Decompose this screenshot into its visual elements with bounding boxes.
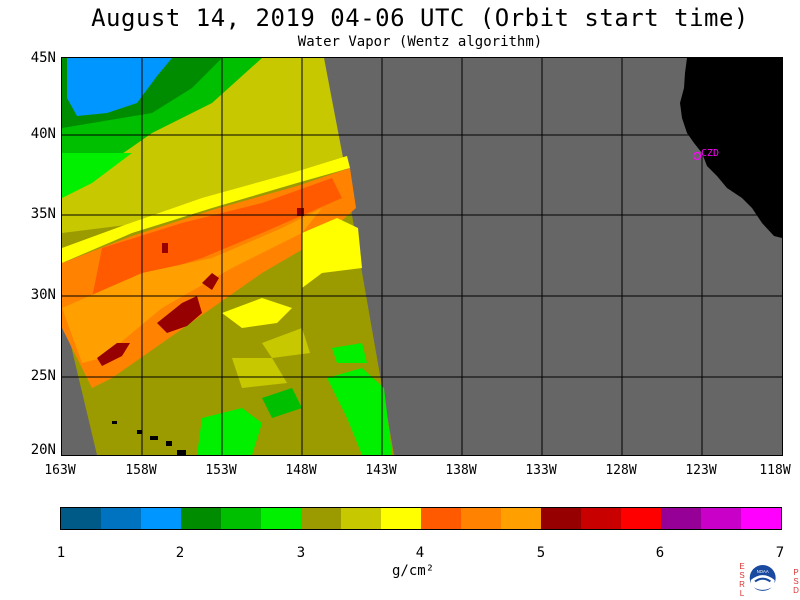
lon-label-163w: 163W xyxy=(44,463,76,478)
station-marker xyxy=(692,151,702,161)
colorbar-tick-5: 5 xyxy=(536,545,546,561)
colorbar-swatch xyxy=(261,508,301,529)
colorbar-swatch xyxy=(661,508,701,529)
lon-label-143w: 143W xyxy=(365,463,397,478)
hawaii-islands xyxy=(112,421,186,455)
lon-label-148w: 148W xyxy=(285,463,317,478)
colorbar-swatch xyxy=(141,508,181,529)
station-label: CZD xyxy=(701,148,719,159)
page-subtitle: Water Vapor (Wentz algorithm) xyxy=(297,34,543,50)
colorbar-tick-2: 2 xyxy=(175,545,185,561)
lat-label-35n: 35N xyxy=(30,206,56,222)
colorbar-swatch xyxy=(181,508,221,529)
swath xyxy=(62,58,394,455)
colorbar-tick-1: 1 xyxy=(56,545,66,561)
colorbar-tick-6: 6 xyxy=(655,545,665,561)
noaa-logo: NOAA xyxy=(749,564,777,592)
colorbar-swatch xyxy=(461,508,501,529)
colorbar-swatch xyxy=(381,508,421,529)
lat-label-25n: 25N xyxy=(30,368,56,384)
lat-label-20n: 20N xyxy=(30,442,56,458)
lon-label-118w: 118W xyxy=(759,463,791,478)
colorbar-swatch xyxy=(341,508,381,529)
colorbar-swatch xyxy=(301,508,341,529)
colorbar-swatch xyxy=(741,508,781,529)
lon-label-128w: 128W xyxy=(605,463,637,478)
colorbar-swatch xyxy=(221,508,261,529)
lon-label-123w: 123W xyxy=(685,463,717,478)
colorbar-tick-7: 7 xyxy=(775,545,785,561)
lon-label-133w: 133W xyxy=(525,463,557,478)
lon-label-138w: 138W xyxy=(445,463,477,478)
grid-lines xyxy=(62,58,782,455)
lat-label-45n: 45N xyxy=(30,50,56,66)
colorbar-swatch xyxy=(701,508,741,529)
colorbar-swatch xyxy=(501,508,541,529)
colorbar-swatch xyxy=(541,508,581,529)
page-title: August 14, 2019 04-06 UTC (Orbit start t… xyxy=(91,4,749,32)
svg-text:NOAA: NOAA xyxy=(757,569,769,574)
land-mass xyxy=(680,58,782,238)
colorbar-swatch xyxy=(581,508,621,529)
colorbar-swatch xyxy=(421,508,461,529)
colorbar-tick-4: 4 xyxy=(415,545,425,561)
colorbar xyxy=(60,507,782,530)
lon-label-153w: 153W xyxy=(205,463,237,478)
water-vapor-map: CZD xyxy=(61,57,783,456)
lat-label-40n: 40N xyxy=(30,126,56,142)
colorbar-swatch xyxy=(101,508,141,529)
lat-label-30n: 30N xyxy=(30,287,56,303)
lon-label-158w: 158W xyxy=(125,463,157,478)
colorbar-unit: g/cm² xyxy=(392,563,435,579)
colorbar-swatch xyxy=(61,508,101,529)
colorbar-tick-3: 3 xyxy=(296,545,306,561)
colorbar-swatch xyxy=(621,508,661,529)
